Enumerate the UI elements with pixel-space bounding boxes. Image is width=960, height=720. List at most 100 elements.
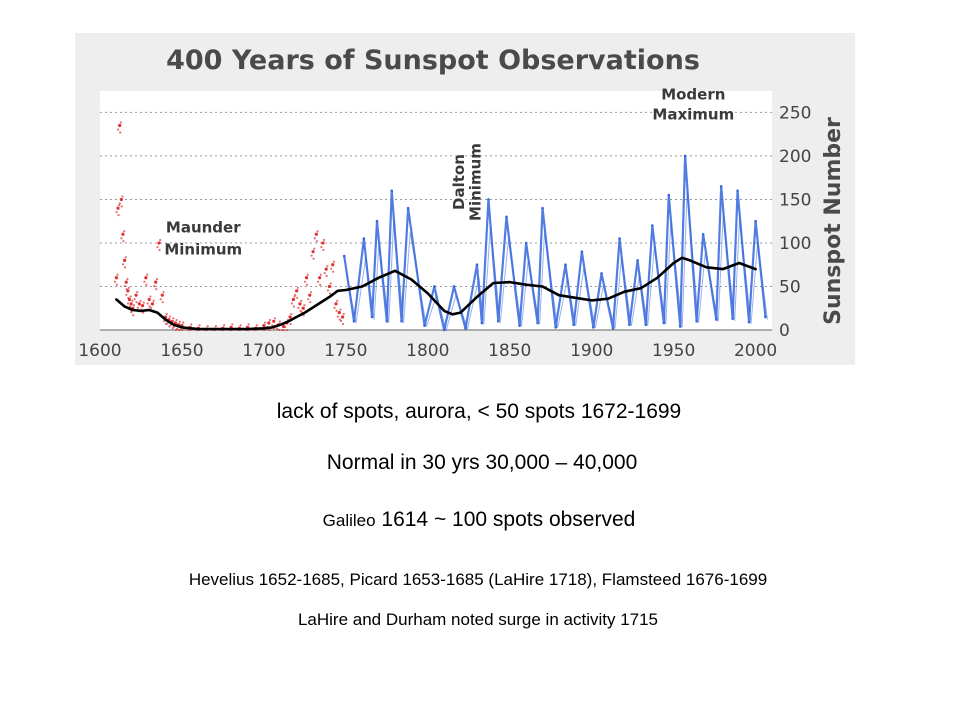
observation-point (149, 306, 153, 309)
cycle-point (518, 324, 521, 327)
note-observers: Hevelius 1652-1685, Picard 1653-1685 (La… (188, 570, 768, 589)
observation-point (159, 238, 162, 242)
observation-point (320, 245, 323, 249)
observation-point (123, 230, 126, 233)
observation-point (311, 250, 315, 254)
observation-point (126, 289, 130, 293)
observation-point (326, 264, 329, 268)
observation-point (152, 299, 155, 302)
x-tick-label-1800: 1800 (406, 341, 449, 361)
observation-point (143, 280, 146, 283)
observation-point (157, 241, 161, 245)
note-galileo-name: Galileo (322, 511, 376, 530)
cycle-point (719, 185, 723, 188)
observation-point (255, 324, 259, 327)
cycle-point (452, 285, 456, 288)
observation-point (134, 293, 138, 297)
observation-point (314, 232, 318, 236)
observation-point (268, 328, 271, 332)
cycle-point (644, 323, 648, 327)
note-normal-count: Normal in 30 yrs 30,000 – 40,000 (326, 451, 638, 474)
observation-point (118, 202, 121, 205)
observation-point (146, 302, 149, 305)
observation-point (162, 291, 165, 294)
cycle-point (554, 326, 557, 329)
y-tick-label-50: 50 (779, 277, 801, 297)
x-tick-label-1700: 1700 (242, 341, 285, 361)
observation-point (172, 317, 175, 320)
observation-point (136, 291, 139, 294)
observation-point (284, 325, 287, 329)
observation-point (155, 278, 159, 281)
observation-point (319, 283, 322, 286)
y-tick-label-150: 150 (779, 190, 811, 210)
observation-point (124, 280, 128, 284)
observation-point (339, 308, 342, 311)
observation-point (293, 295, 296, 298)
observation-point (329, 282, 332, 285)
x-tick-label-1850: 1850 (488, 341, 531, 361)
cycle-point (678, 325, 682, 328)
cycle-point (683, 154, 687, 158)
cycle-point (487, 198, 490, 201)
observation-point (147, 297, 151, 302)
cycle-point (651, 224, 654, 227)
observation-point (286, 328, 289, 332)
observation-point (330, 267, 333, 270)
observation-point (182, 321, 185, 324)
y-tick-label-200: 200 (779, 147, 811, 167)
observation-point (114, 276, 118, 280)
observation-point (309, 291, 313, 294)
observation-point (296, 296, 299, 299)
observation-point (264, 321, 267, 324)
observation-point (239, 324, 242, 327)
observation-point (142, 311, 145, 314)
sunspot-chart: 400 Years of Sunspot Observations Sunspo… (75, 33, 855, 365)
observation-point (268, 318, 272, 322)
cycle-point (464, 326, 467, 330)
y-axis-label: Sunspot Number (821, 117, 846, 325)
observation-point (136, 306, 139, 309)
observation-point (121, 263, 125, 266)
observation-point (334, 302, 338, 306)
observation-point (295, 289, 299, 293)
observation-point (321, 241, 325, 245)
cycle-point (754, 219, 757, 223)
observation-point (272, 319, 276, 323)
observation-point (119, 131, 122, 134)
observation-point (168, 315, 172, 318)
observation-point (341, 322, 345, 326)
cycle-point (764, 315, 767, 319)
observation-point (278, 320, 281, 323)
observation-point (325, 274, 328, 278)
cycle-point (352, 319, 356, 323)
cycle-point (423, 324, 426, 327)
smoothed-average-line (115, 256, 757, 331)
cycle-point (505, 215, 508, 219)
observation-point (282, 328, 286, 332)
observation-point (333, 306, 336, 309)
cycle-point (636, 259, 639, 262)
observation-point (117, 214, 120, 217)
annotation-minimum-1: Minimum (164, 240, 242, 258)
cycle-point (662, 321, 666, 325)
cycle-point (480, 321, 484, 325)
annotation-maximum-5: Maximum (652, 105, 734, 123)
observation-point (323, 271, 326, 275)
cycle-point (736, 189, 739, 193)
cycle-point (600, 272, 603, 275)
cycle-point (433, 285, 436, 288)
observation-point (175, 318, 178, 322)
cycle-point (442, 328, 446, 332)
observation-point (303, 280, 307, 283)
observation-point (161, 301, 164, 304)
observation-point (133, 298, 136, 301)
observation-point (158, 248, 161, 252)
observation-point (307, 298, 310, 301)
observation-point (139, 299, 142, 302)
x-tick-label-2000: 2000 (734, 341, 777, 361)
observation-point (122, 258, 127, 262)
observation-point (324, 267, 328, 271)
observation-point (154, 280, 158, 284)
observation-point (178, 320, 181, 323)
